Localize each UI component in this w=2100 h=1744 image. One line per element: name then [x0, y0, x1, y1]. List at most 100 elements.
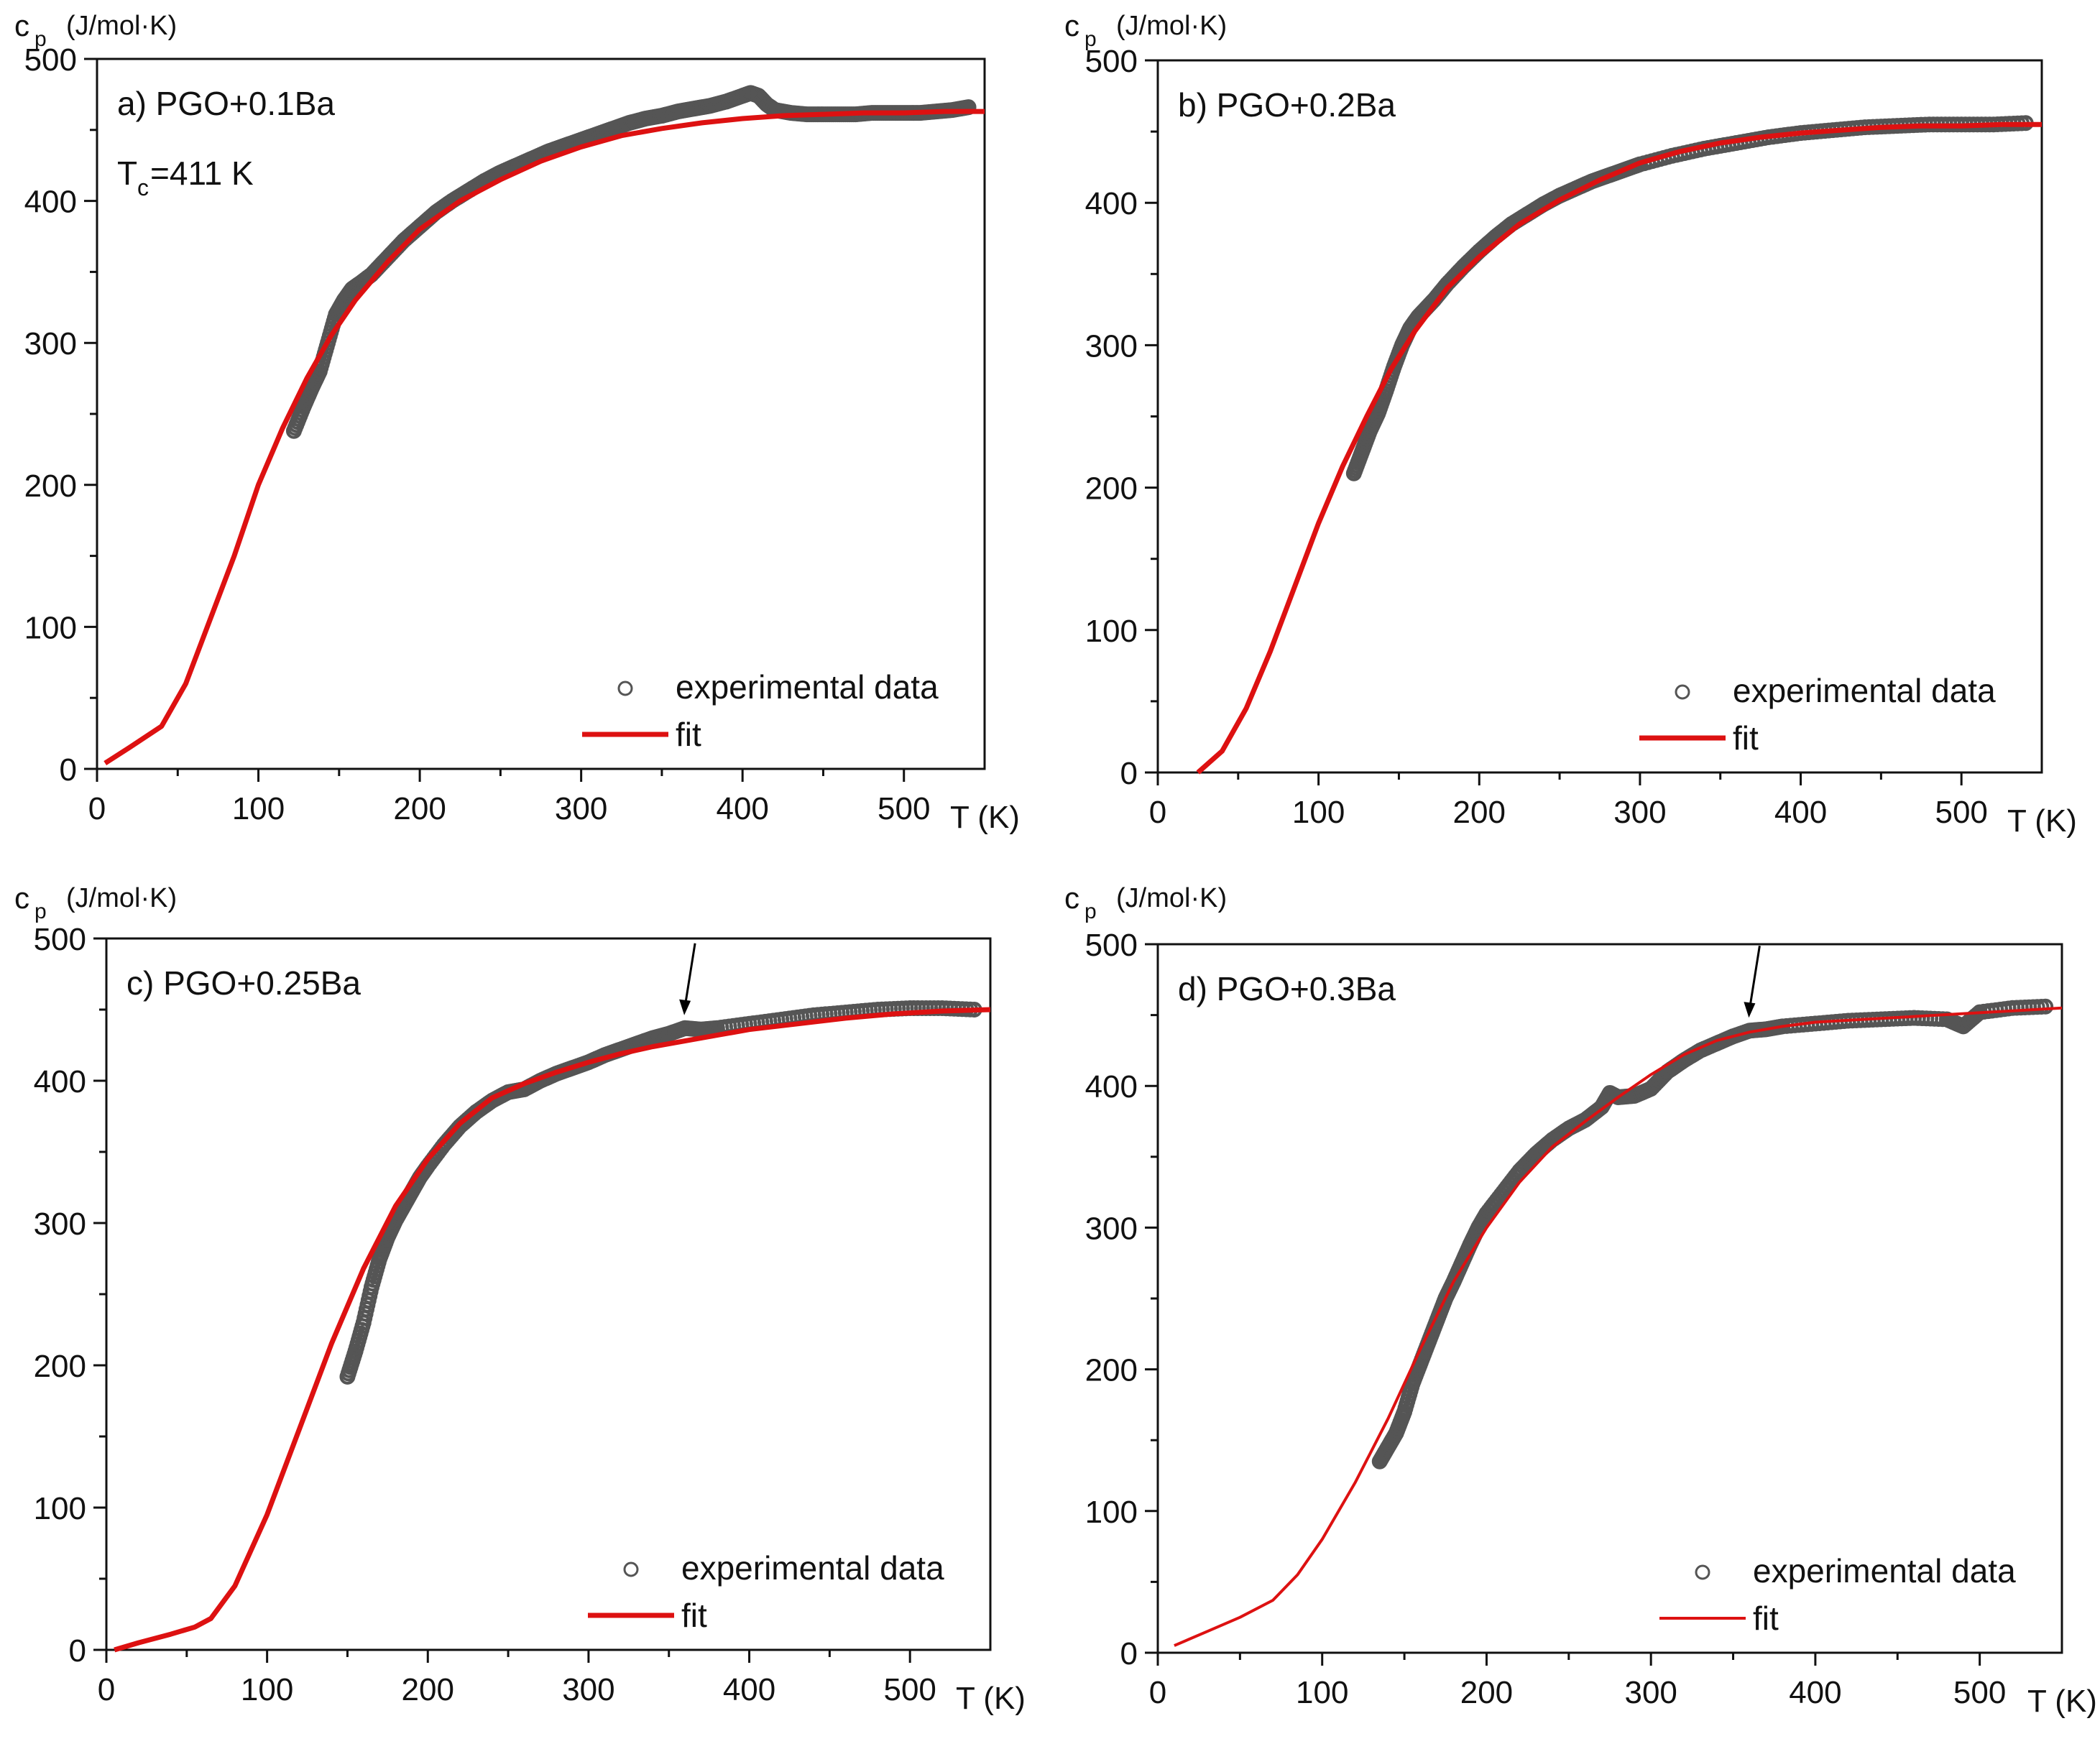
panel-b: c p (J/mol·K) 0 100 200 300 400 500 0 100 200 300 400…	[1050, 0, 2100, 872]
panel-title-a: a) PGO+0.1Ba	[117, 85, 335, 122]
panel-title-c: c) PGO+0.25Ba	[126, 964, 361, 1002]
x-tick-label-d-0: 0	[1149, 1675, 1166, 1710]
experimental-series-d	[1371, 998, 2054, 1470]
y-label-main-c: c	[14, 881, 29, 915]
y-label-main-b: c	[1064, 9, 1079, 42]
y-tick-label-d-400: 400	[1085, 1069, 1138, 1104]
y-tick-label-a-500: 500	[24, 42, 77, 78]
arrow-head-d	[1744, 1002, 1756, 1018]
y-tick-label-a-400: 400	[24, 185, 77, 220]
x-tick-label-a-200: 200	[393, 791, 446, 826]
panel-d: c p (J/mol·K) 0 100 200 300 400 500 0 100 200 300 400…	[1050, 872, 2100, 1744]
y-tick-label-a-0: 0	[60, 752, 77, 788]
y-tick-label-c-0: 0	[69, 1633, 86, 1669]
y-tick-label-b-400: 400	[1085, 186, 1138, 221]
experimental-series-c	[339, 1000, 982, 1385]
tc-sub-a: c	[137, 175, 149, 200]
x-tick-label-b-100: 100	[1292, 795, 1345, 830]
x-tick-label-d-400: 400	[1789, 1675, 1841, 1710]
y-tick-label-d-100: 100	[1085, 1495, 1138, 1530]
fit-curve-d	[1174, 1006, 2063, 1647]
experimental-series-a	[285, 85, 977, 439]
x-tick-label-a-300: 300	[555, 791, 607, 826]
x-tick-label-d-500: 500	[1953, 1675, 2006, 1710]
arrow-shaft-c	[683, 943, 696, 1007]
panel-title-b: b) PGO+0.2Ba	[1178, 86, 1396, 124]
legend-label-experimental-b: experimental data	[1733, 672, 1996, 709]
y-tick-label-a-300: 300	[24, 326, 77, 361]
x-tick-label-c-100: 100	[241, 1672, 293, 1707]
x-tick-label-b-0: 0	[1149, 795, 1166, 830]
legend-d: experimental data fit	[1659, 1552, 2016, 1637]
arrow-head-c	[679, 999, 691, 1015]
y-label-sub-b: p	[1084, 27, 1097, 51]
legend-label-fit-a: fit	[676, 716, 701, 753]
chart-b: c p (J/mol·K) 0 100 200 300 400 500 0 100 200 300 400…	[1064, 9, 2077, 839]
y-label-sub-c: p	[34, 900, 47, 923]
y-tick-label-c-300: 300	[34, 1207, 86, 1242]
chart-d: c p (J/mol·K) 0 100 200 300 400 500 0 100 200 300 400…	[1064, 881, 2097, 1719]
fit-curve-b	[1196, 121, 2042, 775]
x-tick-label-c-300: 300	[562, 1672, 614, 1707]
x-tick-label-b-500: 500	[1935, 795, 1987, 830]
plot-frame-d	[1156, 943, 2063, 1654]
y-tick-label-c-200: 200	[34, 1349, 86, 1384]
data-point-d-41	[2037, 998, 2054, 1015]
x-axis-label-c: T (K)	[956, 1681, 1026, 1716]
legend-marker-experimental-d	[1695, 1564, 1710, 1580]
panel-a: c p (J/mol·K) 0 100 200 300 400 500 0 100 200 300 400…	[0, 0, 1050, 872]
legend-marker-experimental-a	[617, 680, 633, 696]
y-label-main-a: c	[14, 9, 29, 42]
y-label-unit-c: (J/mol·K)	[66, 883, 177, 913]
y-tick-label-b-500: 500	[1085, 44, 1138, 79]
y-tick-label-b-200: 200	[1085, 471, 1138, 507]
y-tick-label-c-400: 400	[34, 1064, 86, 1099]
x-tick-label-a-500: 500	[878, 791, 930, 826]
y-axis-label-d: c p (J/mol·K)	[1064, 881, 1227, 923]
x-tick-label-d-200: 200	[1460, 1675, 1513, 1710]
legend-label-fit-b: fit	[1733, 719, 1759, 757]
x-tick-label-b-300: 300	[1613, 795, 1666, 830]
legend-b: experimental data fit	[1639, 672, 1996, 757]
x-tick-label-c-200: 200	[402, 1672, 454, 1707]
x-tick-label-d-100: 100	[1296, 1675, 1348, 1710]
y-tick-label-a-200: 200	[24, 469, 77, 504]
arrow-marker-d	[1744, 946, 1761, 1018]
legend-a: experimental data fit	[582, 668, 939, 753]
experimental-series-b	[1345, 115, 2034, 481]
y-axis-label-b: c p (J/mol·K)	[1064, 9, 1227, 51]
x-tick-label-c-500: 500	[883, 1672, 936, 1707]
legend-label-experimental-c: experimental data	[681, 1549, 944, 1587]
panel-c: c p (J/mol·K) 0 100 200 300 400 500 0 100 200 300 400…	[0, 872, 1050, 1744]
y-tick-label-d-0: 0	[1120, 1636, 1138, 1671]
y-tick-label-b-300: 300	[1085, 328, 1138, 364]
legend-marker-experimental-c	[623, 1561, 639, 1577]
legend-c: experimental data fit	[588, 1549, 944, 1634]
y-tick-label-b-100: 100	[1085, 614, 1138, 649]
y-tick-label-b-0: 0	[1120, 756, 1138, 791]
y-tick-label-d-500: 500	[1085, 928, 1138, 963]
x-tick-label-a-0: 0	[88, 791, 106, 826]
y-tick-label-c-500: 500	[34, 922, 86, 957]
panel-title-d: d) PGO+0.3Ba	[1178, 970, 1396, 1007]
tc-rest-a: =411 K	[150, 154, 254, 192]
y-label-unit-a: (J/mol·K)	[66, 11, 177, 41]
y-tick-label-d-300: 300	[1085, 1211, 1138, 1246]
y-label-unit-d: (J/mol·K)	[1116, 883, 1227, 913]
legend-label-fit-c: fit	[681, 1597, 707, 1634]
x-axis-label-d: T (K)	[2027, 1684, 2097, 1719]
legend-label-fit-d: fit	[1753, 1600, 1779, 1637]
fit-curve-c	[114, 1007, 991, 1653]
x-axis-label-a: T (K)	[950, 800, 1020, 835]
arrow-shaft-d	[1748, 946, 1761, 1010]
y-axis-label-a: c p (J/mol·K)	[14, 9, 177, 51]
plot-frame-c	[105, 937, 992, 1651]
plot-frame-b	[1156, 59, 2043, 774]
fit-curve-a	[103, 109, 985, 766]
chart-c: c p (J/mol·K) 0 100 200 300 400 500 0 100 200 300 400…	[14, 881, 1026, 1716]
legend-label-experimental-a: experimental data	[676, 668, 939, 706]
tc-main-a: T	[117, 154, 137, 192]
